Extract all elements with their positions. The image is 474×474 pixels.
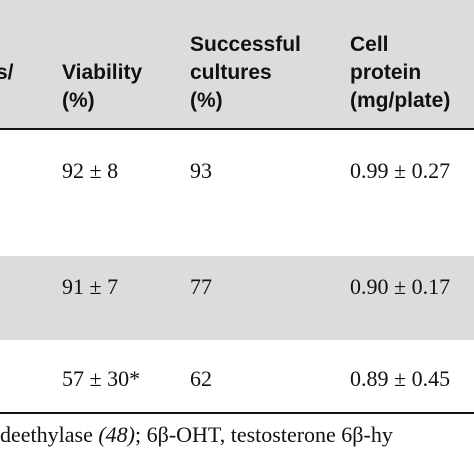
cell-viability: 57 ± 30* — [62, 366, 141, 391]
header-successful-line1: Successful — [190, 33, 301, 56]
header-protein-line1: Cell — [350, 33, 389, 56]
cell-protein: 0.90 ± 0.17 — [350, 274, 451, 299]
table-row: 57 ± 30* 62 0.89 ± 0.45 — [0, 340, 474, 410]
cell-viability: 91 ± 7 — [62, 274, 119, 299]
header-viability-line2: (%) — [62, 89, 95, 112]
cell-successful: 62 — [190, 366, 212, 391]
cell-successful: 77 — [190, 274, 212, 299]
footnote-text-start: deethylase — [0, 422, 99, 447]
header-rule — [0, 128, 474, 130]
table-header: s/ Viability (%) Successful cultures (%)… — [0, 0, 474, 128]
table-bottom-rule — [0, 412, 474, 414]
header-protein-line3: (mg/plate) — [350, 89, 451, 112]
cell-protein: 0.89 ± 0.45 — [350, 366, 451, 391]
table-row: 91 ± 7 77 0.90 ± 0.17 — [0, 256, 474, 340]
table-row: 92 ± 8 93 0.99 ± 0.27 — [0, 130, 474, 256]
footnote-reference: (48) — [98, 422, 136, 447]
header-col0-line1: s/ — [0, 61, 14, 84]
table-footnote: deethylase (48); 6β-OHT, testosterone 6β… — [0, 422, 393, 448]
header-successful-line3: (%) — [190, 89, 223, 112]
cell-protein: 0.99 ± 0.27 — [350, 158, 451, 183]
header-viability-line1: Viability — [62, 61, 143, 84]
cell-successful: 93 — [190, 158, 212, 183]
header-successful-line2: cultures — [190, 61, 272, 84]
header-protein-line2: protein — [350, 61, 422, 84]
footnote-text-end: ; 6β-OHT, testosterone 6β-hy — [135, 422, 393, 447]
cell-viability: 92 ± 8 — [62, 158, 119, 183]
